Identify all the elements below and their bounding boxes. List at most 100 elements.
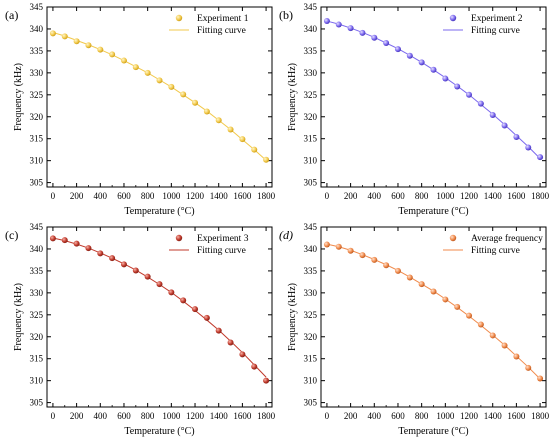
x-tick-label: 1800 (531, 191, 550, 201)
y-axis-label: Frequency (kHz) (13, 283, 24, 351)
y-tick-label: 310 (30, 156, 44, 166)
data-point (335, 21, 342, 28)
x-tick-label: 1200 (460, 191, 479, 201)
x-tick-label: 0 (325, 411, 330, 421)
data-point (132, 64, 139, 71)
y-tick-label: 320 (30, 112, 44, 122)
x-tick-label: 1600 (233, 191, 252, 201)
data-point (132, 267, 139, 274)
x-tick-label: 400 (368, 411, 382, 421)
data-point (477, 100, 484, 107)
data-point (203, 314, 210, 321)
legend-label: Experiment 3 (197, 234, 249, 244)
y-tick-label: 310 (30, 376, 44, 386)
x-tick-label: 200 (344, 411, 358, 421)
y-tick-label: 305 (304, 178, 318, 188)
y-tick-label: 330 (30, 288, 44, 298)
data-point (537, 375, 544, 382)
data-point (323, 18, 330, 25)
y-tick-label: 315 (304, 134, 318, 144)
data-point (156, 77, 163, 84)
y-tick-label: 325 (30, 90, 44, 100)
chart-panel-0: 0 200 400 600 800 1000 1200 1400 1600 1800 305 310 3… (5, 2, 276, 217)
y-tick-label: 330 (304, 68, 318, 78)
x-axis-label: Temperature (°C) (124, 426, 194, 437)
panel-label: (a) (5, 8, 18, 22)
x-tick-label: 1600 (233, 411, 252, 421)
y-tick-label: 305 (30, 178, 44, 188)
data-point (513, 353, 520, 360)
data-point (383, 40, 390, 46)
legend-marker (175, 14, 183, 22)
y-tick-label: 315 (30, 134, 44, 144)
data-point (215, 327, 222, 334)
data-point (239, 351, 246, 358)
data-point (263, 377, 270, 384)
data-point (454, 83, 461, 90)
x-tick-label: 1400 (484, 411, 503, 421)
chart-panel-1: 0 200 400 600 800 1000 1200 1400 1600 1800 305 310 3… (279, 2, 550, 217)
y-tick-label: 320 (304, 332, 318, 342)
data-point (97, 250, 104, 257)
x-tick-label: 400 (94, 411, 108, 421)
legend-label: Fitting curve (197, 26, 246, 36)
x-tick-label: 0 (325, 191, 330, 201)
y-tick-label: 335 (304, 46, 318, 56)
y-axis-label: Frequency (kHz) (287, 63, 298, 131)
x-tick-label: 600 (117, 411, 131, 421)
y-tick-label: 325 (30, 310, 44, 320)
data-point (109, 255, 116, 262)
legend-label: Average frequency (471, 233, 543, 244)
x-tick-label: 600 (117, 191, 131, 201)
data-point (251, 146, 258, 153)
panel-label: (b) (279, 8, 293, 22)
y-tick-label: 310 (304, 376, 318, 386)
data-point (61, 237, 68, 244)
data-point (454, 303, 461, 310)
y-tick-label: 335 (30, 46, 44, 56)
legend-marker (449, 14, 457, 22)
x-tick-label: 1000 (162, 191, 181, 201)
data-point (489, 112, 496, 118)
data-point (323, 241, 330, 248)
y-tick-label: 320 (30, 332, 44, 342)
data-point (49, 30, 56, 37)
data-point (430, 288, 437, 295)
data-point (215, 117, 222, 124)
y-tick-label: 315 (30, 354, 44, 364)
data-point (347, 247, 354, 254)
x-tick-label: 1000 (162, 411, 181, 421)
panel-label: (d) (279, 228, 293, 242)
data-point (168, 289, 175, 296)
fitting-curve-line (326, 20, 541, 159)
data-point (120, 57, 127, 64)
data-point (406, 274, 413, 281)
y-tick-label: 320 (304, 112, 318, 122)
y-tick-label: 325 (304, 310, 318, 320)
data-point (180, 91, 187, 98)
data-point (85, 245, 92, 252)
x-axis-label: Temperature (°C) (398, 206, 468, 217)
chart-panel-3: 0 200 400 600 800 1000 1200 1400 1600 1800 305 310 3… (279, 222, 550, 437)
data-point (501, 342, 508, 349)
x-tick-label: 800 (415, 191, 429, 201)
x-tick-label: 0 (51, 191, 56, 201)
y-tick-label: 310 (304, 156, 318, 166)
y-axis-label: Frequency (kHz) (287, 283, 298, 351)
legend-label: Experiment 1 (197, 14, 249, 24)
data-point (537, 154, 544, 161)
y-tick-label: 345 (30, 2, 44, 12)
data-point (227, 126, 234, 133)
data-point (525, 144, 532, 151)
data-point (477, 321, 484, 328)
data-point (442, 296, 449, 303)
x-tick-label: 1800 (257, 191, 276, 201)
x-axis-label: Temperature (°C) (124, 206, 194, 217)
panel-label: (c) (5, 228, 18, 242)
data-point (109, 51, 116, 58)
data-point (144, 69, 151, 76)
legend-marker (449, 234, 457, 242)
x-tick-label: 800 (141, 411, 155, 421)
data-point (335, 243, 342, 250)
